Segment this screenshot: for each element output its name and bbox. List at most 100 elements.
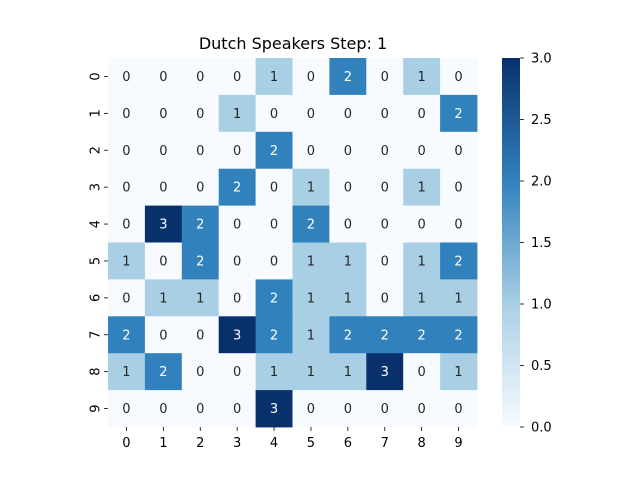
x-tick-label: 1: [159, 436, 167, 451]
colorbar-tick-label: 1.5: [531, 236, 552, 251]
heatmap-cell: [366, 131, 404, 170]
cell-value-label: 0: [381, 70, 389, 85]
heatmap-cell: [292, 168, 330, 206]
heatmap-cell: [108, 205, 146, 243]
cell-value-label: 1: [344, 365, 352, 380]
cell-value-label: 0: [454, 181, 462, 196]
cell-value-label: 0: [381, 291, 389, 306]
cell-value-label: 0: [344, 218, 352, 233]
colorbar-tick-label: 0.5: [531, 359, 552, 374]
cell-value-label: 0: [196, 365, 204, 380]
heatmap-cell: [181, 316, 220, 354]
cell-value-label: 1: [418, 291, 426, 306]
heatmap-cell: [292, 242, 330, 280]
cell-value-label: 0: [454, 402, 462, 417]
heatmap-cell: [255, 279, 293, 317]
heatmap-cell: [181, 279, 220, 317]
cell-value-label: 2: [270, 291, 278, 306]
cell-value-label: 0: [381, 144, 389, 159]
heatmap-cell: [218, 168, 256, 206]
heatmap-cell: [329, 316, 367, 354]
cell-value-label: 0: [233, 291, 241, 306]
cell-value-label: 0: [159, 107, 167, 122]
y-tick-label: 0: [89, 72, 104, 80]
heatmap-cell: [181, 94, 220, 133]
heatmap-cell: [144, 58, 183, 96]
heatmap-cell: [108, 168, 146, 206]
heatmap-cell: [366, 94, 404, 133]
heatmap-cell: [329, 94, 367, 133]
cell-value-label: 0: [270, 254, 278, 269]
cell-value-label: 0: [381, 254, 389, 269]
cell-value-label: 0: [418, 144, 426, 159]
heatmap-cell: [403, 205, 441, 243]
cell-value-label: 0: [196, 328, 204, 343]
heatmap-cell: [218, 205, 256, 243]
cell-value-label: 0: [122, 107, 130, 122]
cell-value-label: 0: [270, 218, 278, 233]
heatmap-cell: [108, 131, 146, 170]
heatmap-cell: [108, 94, 146, 133]
cell-value-label: 0: [381, 218, 389, 233]
heatmap-cell: [218, 58, 256, 96]
cell-value-label: 2: [196, 254, 204, 269]
cell-value-label: 1: [233, 107, 241, 122]
cell-value-label: 1: [307, 365, 315, 380]
cell-value-label: 1: [270, 365, 278, 380]
colorbar-tick-label: 1.0: [531, 298, 552, 313]
cell-value-label: 0: [270, 107, 278, 122]
cell-value-label: 1: [418, 70, 426, 85]
cell-value-label: 2: [196, 218, 204, 233]
heatmap-cell: [329, 131, 367, 170]
cell-value-label: 2: [307, 218, 315, 233]
cell-value-label: 1: [307, 291, 315, 306]
y-tick-label: 3: [89, 183, 104, 191]
cell-value-label: 0: [122, 144, 130, 159]
x-axis: 0 1 2 3 4 5 6 7 8 9: [122, 427, 463, 451]
heatmap-cell: [440, 58, 478, 96]
heatmap-cell: [255, 131, 293, 170]
y-tick-label: 1: [89, 109, 104, 117]
x-tick-label: 0: [122, 436, 130, 451]
cell-value-label: 0: [122, 70, 130, 85]
cell-value-label: 0: [307, 144, 315, 159]
heatmap-cell-labels: 0 0 0 0 1 0 2 0 1 0 0 0 0 1 0 0 0 0 0 2 0 0 0 0 2 0 0 0 0 0 0 0 0 2 0 1 0 0 1 0…: [122, 70, 462, 417]
heatmap-cell: [181, 131, 220, 170]
cell-value-label: 2: [344, 328, 352, 343]
x-tick-label: 6: [344, 436, 352, 451]
cell-value-label: 1: [122, 254, 130, 269]
heatmap-cell: [218, 242, 256, 280]
cell-value-label: 3: [270, 402, 278, 417]
heatmap-cell: [440, 316, 478, 354]
heatmap-cell: [440, 242, 478, 280]
heatmap-cell: [329, 353, 367, 391]
cell-value-label: 1: [122, 365, 130, 380]
cell-value-label: 2: [270, 328, 278, 343]
cell-value-label: 3: [159, 218, 167, 233]
x-tick-label: 5: [307, 436, 315, 451]
cell-value-label: 0: [381, 181, 389, 196]
heatmap-cell: [218, 279, 256, 317]
cell-value-label: 0: [233, 365, 241, 380]
heatmap-cell: [108, 390, 146, 428]
cell-value-label: 2: [270, 144, 278, 159]
y-axis: 0 1 2 3 4 5 6 7 8 9: [89, 72, 108, 413]
cell-value-label: 0: [122, 402, 130, 417]
heatmap-cell: [329, 390, 367, 428]
cell-value-label: 1: [159, 291, 167, 306]
heatmap-cell: [440, 205, 478, 243]
cell-value-label: 1: [418, 181, 426, 196]
cell-value-label: 0: [233, 402, 241, 417]
heatmap-cell: [440, 279, 478, 317]
cell-value-label: 0: [454, 218, 462, 233]
heatmap-cell: [255, 242, 293, 280]
cell-value-label: 0: [159, 181, 167, 196]
heatmap-cell: [440, 94, 478, 133]
cell-value-label: 1: [418, 254, 426, 269]
heatmap-cell: [181, 58, 220, 96]
heatmap-cell: [329, 168, 367, 206]
cell-value-label: 0: [307, 70, 315, 85]
cell-value-label: 2: [454, 254, 462, 269]
cell-value-label: 0: [418, 365, 426, 380]
